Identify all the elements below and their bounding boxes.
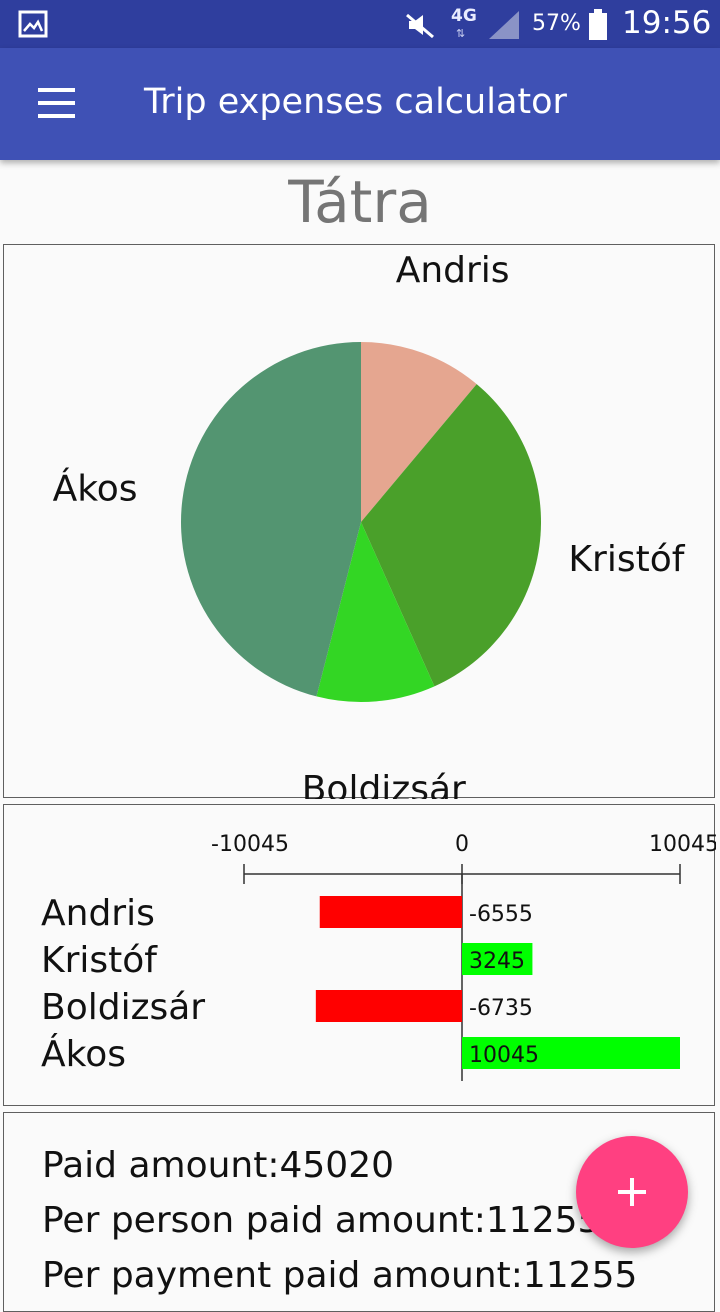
x-tick-label: -10045	[211, 832, 289, 857]
balance-bar-kristof	[462, 943, 533, 975]
bar-category-akos: Ákos	[41, 1033, 126, 1075]
pie-label-andris: Andris	[396, 250, 510, 291]
pie-label-kristof: Kristóf	[568, 539, 685, 580]
bar-value-label-akos: 10045	[469, 1043, 539, 1068]
balance-chart-panel: -10045 0 10045 Andris -6555 Kristóf 3245 Boldiz…	[3, 804, 716, 1106]
pie-slice-andris	[361, 342, 477, 522]
mute-icon	[406, 13, 434, 39]
x-tick-label: 0	[455, 832, 469, 857]
bar-value-label-kristof: 3245	[469, 949, 525, 974]
trip-title: Tátra	[288, 168, 432, 236]
pie-slice-boldizsar	[316, 522, 435, 702]
balance-bar-chart: -10045 0 10045 Andris -6555 Kristóf 3245 Boldiz…	[41, 832, 716, 1081]
balance-bar-boldizsar	[315, 990, 462, 1022]
paid-amount: Paid amount:45020	[42, 1145, 395, 1186]
balance-bar-andris	[319, 896, 462, 928]
app-bar: Trip expenses calculator	[0, 48, 720, 160]
per-payment-amount: Per payment paid amount:11255	[42, 1255, 638, 1296]
bar-category-kristof: Kristóf	[41, 940, 158, 981]
pie-label-boldizsar: Boldizsár	[302, 769, 466, 799]
pie-chart: Andris Kristóf Boldizsár Ákos	[53, 250, 686, 799]
signal-icon	[489, 11, 519, 39]
status-clock: 19:56	[622, 5, 712, 41]
app-title: Trip expenses calculator	[144, 82, 567, 122]
pie-slice-kristof	[361, 384, 541, 687]
balance-bar-akos	[462, 1037, 680, 1069]
bar-value-label-boldizsar: -6735	[469, 996, 533, 1021]
status-bar: 4G ⇅ 57% 19:56	[0, 0, 720, 48]
pie-slice-akos	[181, 342, 361, 697]
data-arrows-icon: ⇅	[456, 27, 466, 40]
bar-category-andris: Andris	[41, 893, 155, 934]
battery-percent: 57%	[532, 11, 581, 36]
per-person-amount: Per person paid amount:11255	[42, 1200, 601, 1241]
bar-value-label-andris: -6555	[469, 902, 533, 927]
pie-label-akos: Ákos	[53, 468, 138, 510]
pie-chart-panel: Andris Kristóf Boldizsár Ákos	[3, 244, 715, 799]
gallery-icon	[18, 10, 48, 38]
bar-category-boldizsar: Boldizsár	[41, 987, 205, 1028]
add-expense-button[interactable]	[576, 1136, 688, 1248]
hamburger-menu-icon[interactable]	[20, 74, 92, 134]
network-type: 4G	[451, 6, 477, 26]
x-tick-label: 10045	[649, 832, 716, 857]
battery-icon	[589, 9, 607, 40]
